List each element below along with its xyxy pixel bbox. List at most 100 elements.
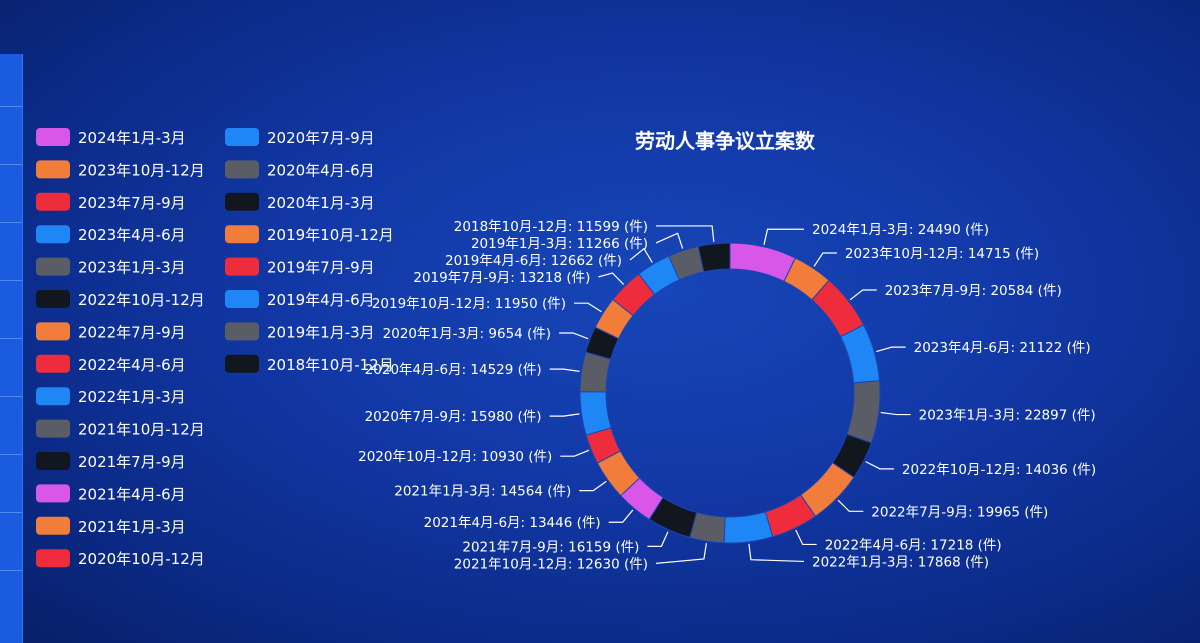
leader-line bbox=[837, 499, 864, 512]
side-divider bbox=[0, 570, 22, 571]
slice-value-label: 2023年1月-3月: 22897 (件) bbox=[919, 408, 1096, 424]
leader-line bbox=[748, 543, 805, 563]
legend-label: 2023年10月-12月 bbox=[78, 161, 205, 179]
slice-value-label: 2021年10月-12月: 12630 (件) bbox=[454, 556, 648, 572]
legend-swatch bbox=[225, 290, 259, 308]
legend-swatch bbox=[225, 257, 259, 276]
side-divider bbox=[0, 106, 22, 107]
legend-label: 2019年1月-3月 bbox=[267, 323, 375, 341]
donut-slice[interactable] bbox=[729, 242, 796, 283]
legend-item[interactable]: 2021年4月-6月 bbox=[36, 484, 186, 503]
slice-value-label: 2020年7月-9月: 15980 (件) bbox=[365, 409, 542, 425]
legend-label: 2019年7月-9月 bbox=[267, 259, 375, 277]
slice-value-label: 2019年7月-9月: 13218 (件) bbox=[413, 270, 590, 286]
slice-value-label: 2024年1月-3月: 24490 (件) bbox=[812, 222, 989, 238]
legend-label: 2021年4月-6月 bbox=[78, 485, 186, 503]
leader-line bbox=[574, 302, 602, 313]
legend-item[interactable]: 2024年1月-3月 bbox=[36, 128, 186, 147]
legend-label: 2022年4月-6月 bbox=[78, 356, 186, 374]
legend-item[interactable]: 2023年7月-9月 bbox=[36, 192, 186, 212]
legend-swatch bbox=[225, 160, 259, 179]
legend-swatch bbox=[36, 452, 70, 470]
donut-slice[interactable] bbox=[723, 511, 774, 544]
legend-label: 2022年10月-12月 bbox=[78, 291, 205, 309]
legend-item[interactable]: 2021年10月-12月 bbox=[36, 419, 205, 439]
chart-legend: 2024年1月-3月 2023年10月-12月 2023年7月-9月 2023年4月-… bbox=[36, 128, 394, 568]
legend-label: 2022年1月-3月 bbox=[78, 388, 186, 406]
slice-value-label: 2018年10月-12月: 11599 (件) bbox=[454, 219, 648, 235]
legend-item[interactable]: 2018年10月-12月 bbox=[225, 354, 394, 374]
legend-swatch bbox=[225, 322, 259, 341]
legend-label: 2018年10月-12月 bbox=[267, 356, 394, 374]
donut-slice[interactable] bbox=[839, 324, 881, 384]
legend-item[interactable]: 2020年7月-9月 bbox=[225, 128, 375, 147]
side-divider bbox=[0, 280, 22, 281]
slice-value-label: 2022年4月-6月: 17218 (件) bbox=[825, 537, 1002, 553]
leader-line bbox=[579, 480, 607, 492]
legend-item[interactable]: 2021年7月-9月 bbox=[36, 452, 186, 471]
legend-label: 2024年1月-3月 bbox=[78, 129, 186, 147]
legend-item[interactable]: 2022年10月-12月 bbox=[36, 290, 205, 309]
legend-item[interactable]: 2022年1月-3月 bbox=[36, 387, 186, 406]
legend-label: 2019年10月-12月 bbox=[267, 226, 394, 244]
legend-label: 2020年1月-3月 bbox=[267, 194, 375, 212]
legend-item[interactable]: 2022年4月-6月 bbox=[36, 354, 186, 374]
donut-slice[interactable] bbox=[846, 380, 881, 444]
side-divider bbox=[0, 396, 22, 397]
legend-item[interactable]: 2019年4月-6月 bbox=[225, 290, 375, 309]
legend-item[interactable]: 2020年4月-6月 bbox=[225, 160, 375, 179]
legend-swatch bbox=[36, 387, 70, 406]
leader-line bbox=[865, 461, 894, 470]
side-divider bbox=[0, 512, 22, 513]
donut-slice[interactable] bbox=[579, 391, 612, 436]
leader-line bbox=[608, 509, 634, 523]
legend-swatch bbox=[36, 419, 70, 438]
legend-label: 2023年7月-9月 bbox=[78, 194, 186, 212]
leader-line bbox=[763, 228, 804, 245]
legend-item[interactable]: 2019年1月-3月 bbox=[225, 322, 375, 341]
leader-line bbox=[849, 289, 877, 301]
legend-item[interactable]: 2020年1月-3月 bbox=[225, 192, 375, 212]
legend-swatch bbox=[36, 322, 70, 341]
leader-line bbox=[876, 346, 906, 353]
legend-item[interactable]: 2019年10月-12月 bbox=[225, 225, 394, 244]
legend-label: 2020年10月-12月 bbox=[78, 550, 205, 568]
legend-label: 2023年1月-3月 bbox=[78, 259, 186, 277]
legend-swatch bbox=[36, 354, 70, 373]
slice-value-label: 2021年1月-3月: 14564 (件) bbox=[394, 484, 571, 500]
leader-line bbox=[559, 332, 589, 340]
leader-line bbox=[560, 449, 590, 457]
legend-label: 2019年4月-6月 bbox=[267, 291, 375, 309]
leader-line bbox=[549, 368, 580, 372]
leader-line bbox=[880, 411, 911, 416]
legend-swatch bbox=[225, 354, 259, 373]
legend-item[interactable]: 2023年1月-3月 bbox=[36, 257, 186, 277]
slice-labels: 2024年1月-3月: 24490 (件) 2023年10月-12月: 14715… bbox=[358, 219, 1096, 572]
legend-swatch bbox=[225, 128, 259, 146]
slice-value-label: 2020年10月-12月: 10930 (件) bbox=[358, 449, 552, 465]
legend-item[interactable]: 2023年4月-6月 bbox=[36, 225, 186, 244]
legend-label: 2020年4月-6月 bbox=[267, 161, 375, 179]
legend-item[interactable]: 2020年10月-12月 bbox=[36, 549, 205, 568]
slice-value-label: 2023年7月-9月: 20584 (件) bbox=[885, 283, 1062, 299]
legend-swatch bbox=[36, 516, 70, 535]
leader-line bbox=[655, 543, 708, 564]
donut-slice[interactable] bbox=[697, 242, 731, 273]
legend-swatch bbox=[36, 290, 70, 308]
side-divider bbox=[0, 164, 22, 165]
legend-label: 2021年10月-12月 bbox=[78, 421, 205, 439]
leader-line bbox=[655, 232, 684, 249]
slice-value-label: 2020年4月-6月: 14529 (件) bbox=[365, 362, 542, 378]
leader-line bbox=[795, 529, 817, 546]
slice-value-label: 2022年7月-9月: 19965 (件) bbox=[871, 504, 1048, 520]
slice-value-label: 2020年1月-3月: 9654 (件) bbox=[383, 326, 551, 342]
legend-item[interactable]: 2023年10月-12月 bbox=[36, 160, 205, 179]
slice-value-label: 2021年4月-6月: 13446 (件) bbox=[424, 515, 601, 531]
legend-swatch bbox=[36, 225, 70, 244]
legend-item[interactable]: 2021年1月-3月 bbox=[36, 516, 186, 536]
legend-item[interactable]: 2022年7月-9月 bbox=[36, 322, 186, 341]
legend-swatch bbox=[36, 192, 70, 211]
legend-item[interactable]: 2019年7月-9月 bbox=[225, 257, 375, 277]
slice-value-label: 2022年10月-12月: 14036 (件) bbox=[902, 462, 1096, 478]
